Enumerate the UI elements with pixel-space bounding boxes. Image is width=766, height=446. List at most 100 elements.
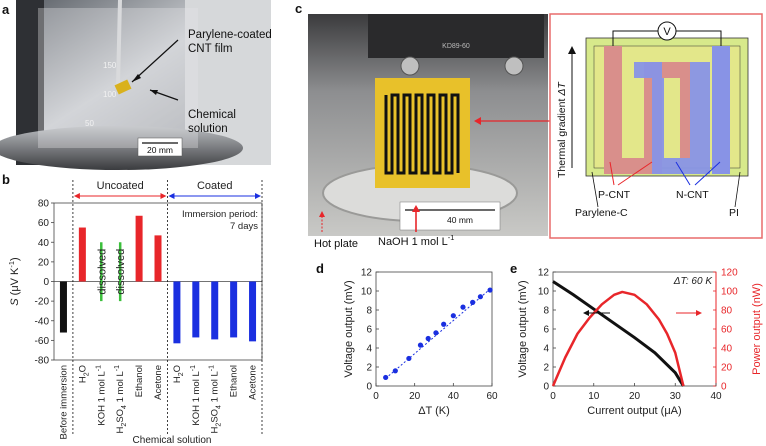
chart-d-ytick-label: 0 — [366, 382, 372, 393]
chart-e-ytick-left-label: 6 — [543, 325, 549, 336]
label-naoh-sup: -1 — [448, 233, 455, 242]
chart-d-xtick-label: 0 — [373, 391, 379, 402]
panel-c: KD89-60 40 mm Hot plate NaOH 1 mol L-1 c… — [295, 1, 763, 250]
chart-d-point — [406, 355, 412, 362]
chart-b-category-main: H — [77, 376, 88, 383]
chart-b-category-main: Ethanol — [134, 365, 145, 397]
beaker-mark-100: 100 — [103, 90, 117, 99]
chart-b-ylabel-end: ) — [9, 257, 21, 261]
chart-b-ylabel-sym: S — [9, 298, 21, 306]
chart-b-bar — [211, 281, 219, 340]
chart-b-category-main: KOH 1 mol L — [191, 371, 202, 425]
scale-bar-label-c: 40 mm — [447, 215, 473, 225]
beaker-mark-150: 150 — [103, 61, 117, 70]
panel-letter-d: d — [316, 261, 324, 276]
chart-d-ytick-label: 10 — [361, 287, 373, 298]
chart-e-ylabel-left: Voltage output (mV) — [517, 280, 529, 377]
chart-d-point — [425, 335, 431, 342]
chart-b-ylabel-sup: -1 — [7, 261, 16, 268]
scale-bar-label-a: 20 mm — [147, 145, 173, 155]
parylene-leader — [591, 171, 599, 208]
clamp-knob-right — [504, 56, 524, 76]
voltmeter-icon — [657, 21, 677, 41]
chart-b-bar — [78, 227, 86, 282]
label-solution: Chemical solution — [188, 109, 239, 135]
chart-b-ytick-label: -20 — [35, 297, 50, 308]
chart-d-xlabel: ΔT (K) — [418, 405, 450, 417]
chart-b-bar — [230, 281, 238, 338]
chart-b-category-main: H — [115, 426, 126, 433]
chart-e-ytick-left-label: 10 — [538, 287, 550, 298]
chart-d-frame — [375, 271, 493, 387]
chart-d-point — [433, 330, 439, 336]
arrow-hotplate-head — [319, 211, 325, 217]
label-thermal-gradient-dt: ΔT — [556, 81, 568, 97]
chart-b-category-main: Acetone — [248, 365, 259, 400]
chart-b-category-sub2: 4 — [121, 405, 128, 409]
pcnt-leader-2 — [617, 161, 653, 186]
chart-d-xtick-label: 40 — [448, 391, 460, 402]
label-thermal-gradient: Thermal gradient ΔT — [556, 81, 568, 178]
chart-b-category-main: H — [172, 376, 183, 383]
label-pi: PI — [729, 207, 739, 219]
chart-d-point — [441, 321, 447, 327]
chart-e-xtick-label: 0 — [550, 391, 556, 402]
chart-b-category-main: H — [210, 426, 221, 433]
chart-d-xtick-label: 60 — [486, 391, 498, 402]
chart-b-bar — [154, 235, 162, 282]
chart-b-uncoated-arrow-head-right — [160, 193, 167, 199]
diagram-n-cnt-2 — [712, 46, 730, 174]
pi-leader — [734, 171, 741, 208]
label-film-line2: CNT film — [188, 43, 233, 55]
chart-b-category-sub2: 4 — [216, 405, 223, 409]
diagram-n-cnt — [634, 62, 710, 174]
chart-b-category-label: Ethanol — [229, 365, 240, 397]
chart-b-category-mid: SO — [115, 409, 126, 423]
chart-e-xtick-label: 30 — [670, 391, 682, 402]
chart-d-ytick-label: 12 — [361, 268, 373, 279]
chart-e-frame — [552, 271, 717, 387]
chart-d-point — [477, 294, 483, 300]
chart-b-category-main: Ethanol — [229, 365, 240, 397]
chart-e-ytick-right-label: 0 — [721, 382, 727, 393]
chart-e-arrow-voltage-head — [583, 310, 589, 316]
cnt-meander-pattern — [384, 93, 460, 175]
chart-d-point — [470, 299, 476, 305]
chart-e-ytick-right-label: 100 — [721, 287, 738, 298]
chart-b-bar — [192, 281, 200, 338]
chart-b-xlabel: Chemical solution — [133, 435, 212, 446]
chart-b-ytick-label: -80 — [35, 356, 50, 367]
arrow-solution-head — [150, 90, 158, 95]
label-naoh: NaOH 1 mol L-1 — [378, 233, 454, 248]
chart-d-ylabel: Voltage output (mV) — [343, 280, 355, 377]
chart-b-category-mid: O — [172, 365, 183, 372]
chart-b-category-label: H2SO4 1 mol L-1 — [114, 365, 128, 434]
chart-e-ylabel-right: Power output (nW) — [751, 283, 763, 375]
chart-e-xlabel: Current output (μA) — [587, 405, 681, 417]
chart-b-dissolved-label: dissolved — [115, 249, 127, 295]
chart-d-ytick-label: 8 — [366, 306, 372, 317]
chart-e-xtick-label: 10 — [588, 391, 600, 402]
chart-d-ytick-label: 2 — [366, 363, 372, 374]
label-hotplate: Hot plate — [314, 238, 358, 250]
panel-letter-b: b — [2, 172, 10, 187]
chart-b-category-mid: SO — [210, 409, 221, 423]
arrow-film-head — [132, 74, 141, 82]
label-film: Parylene-coated CNT film — [188, 29, 275, 55]
chart-b-category-label: Before immersion — [58, 365, 69, 439]
chart-b-annotation-line1: Immersion period: — [182, 209, 258, 220]
label-parylene: Parylene-C — [575, 207, 628, 219]
chart-e-ytick-right-label: 120 — [721, 268, 738, 279]
chart-b-category-sup: -1 — [190, 365, 197, 371]
chart-b-coated-arrow-head-right — [255, 193, 261, 199]
chart-b-category-main: Before immersion — [58, 365, 69, 439]
label-p-cnt: P-CNT — [598, 189, 631, 201]
thermal-gradient-arrow-head — [568, 46, 576, 54]
chart-d-point — [487, 287, 493, 293]
pcnt-leader-1 — [609, 161, 615, 186]
chart-e-power-series — [551, 290, 685, 387]
chart-d-ytick-label: 4 — [366, 344, 372, 355]
